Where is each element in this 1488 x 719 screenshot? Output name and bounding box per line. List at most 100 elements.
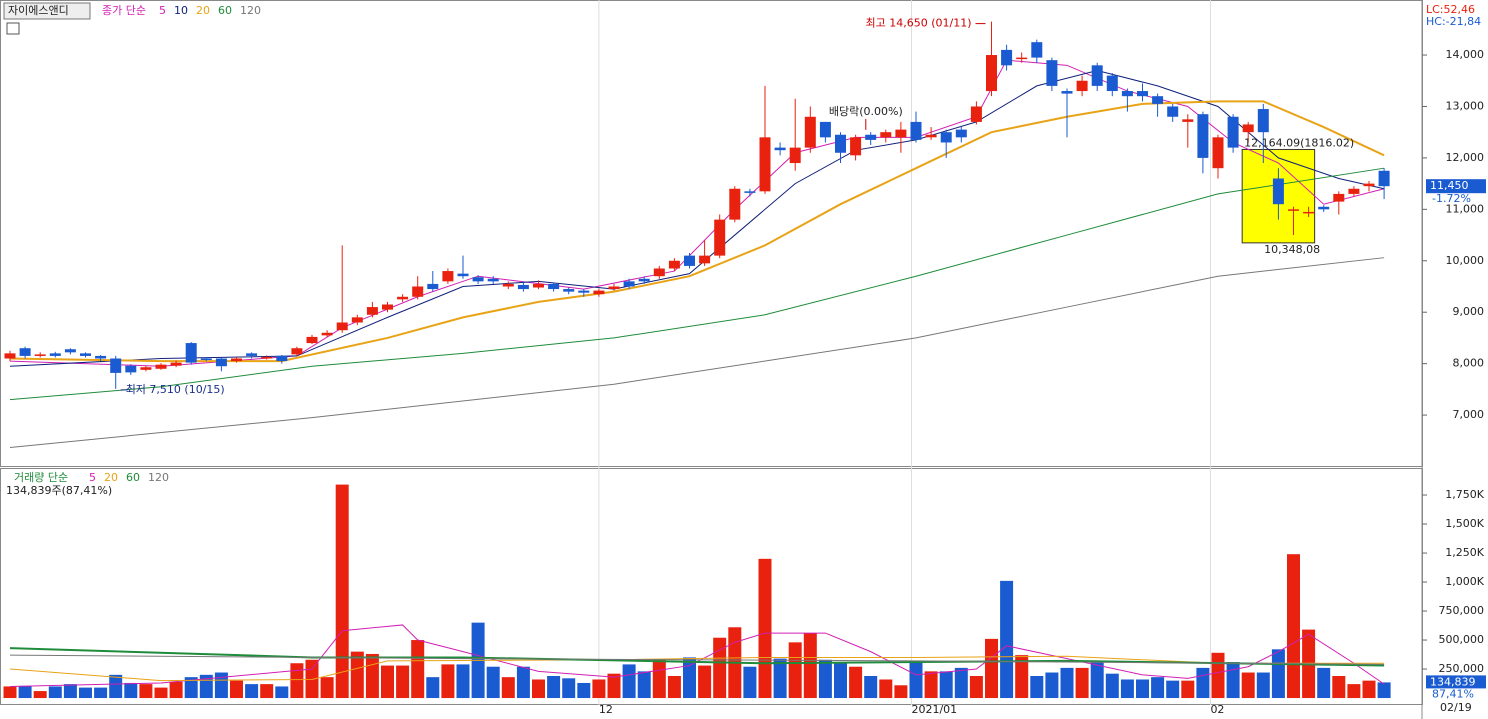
- candle-body: [1106, 75, 1118, 92]
- last-volume-box: [1426, 675, 1486, 689]
- candle-body: [1257, 109, 1269, 133]
- legend-entry: 120: [148, 471, 169, 484]
- volume-bar: [622, 664, 636, 699]
- candle-body: [382, 304, 393, 310]
- grid-icon[interactable]: [6, 22, 20, 35]
- y-tick-label: 8,000: [1453, 357, 1485, 370]
- volume-bar: [1362, 680, 1376, 699]
- volume-bar: [607, 673, 621, 699]
- y-tick-label: 14,000: [1446, 48, 1485, 61]
- last-price: 11,450: [1430, 179, 1469, 192]
- candle-body: [1363, 183, 1375, 187]
- y-tick-label: 1,000K: [1445, 575, 1484, 588]
- candle-body: [64, 349, 76, 353]
- volume-bar: [486, 666, 500, 699]
- volume-bar: [698, 665, 712, 699]
- volume-bar: [532, 679, 545, 699]
- volume-bar: [849, 666, 863, 699]
- volume-bar: [818, 659, 832, 699]
- candle-body: [1333, 193, 1345, 202]
- candle-body: [819, 121, 831, 138]
- volume-bar: [320, 677, 334, 699]
- candle-body: [1016, 57, 1028, 60]
- volume-bar: [879, 679, 893, 699]
- volume-bar: [109, 674, 123, 699]
- volume-bar: [154, 687, 168, 699]
- candle-body: [1318, 206, 1330, 210]
- candle-body: [910, 121, 922, 140]
- annotation: 최저 7,510 (10/15): [126, 383, 225, 396]
- candle-body: [744, 191, 756, 193]
- candle-body: [804, 116, 816, 148]
- volume-bar: [743, 666, 757, 699]
- candle-body: [774, 147, 786, 151]
- volume-bar: [1166, 680, 1180, 699]
- volume-bar: [290, 663, 304, 699]
- y-tick-label: 10,000: [1446, 254, 1485, 267]
- annotation: 배당락(0.00%): [829, 105, 903, 118]
- volume-bar: [547, 675, 561, 699]
- candle-body: [1137, 91, 1148, 97]
- volume-bar: [1317, 667, 1331, 699]
- candle-body: [1288, 209, 1299, 211]
- candle-body: [593, 290, 605, 295]
- volume-bar: [139, 684, 153, 699]
- volume-bar: [260, 684, 274, 699]
- candle-body: [699, 255, 711, 264]
- volume-bar: [713, 637, 727, 699]
- volume-bar: [1271, 649, 1285, 699]
- volume-bar: [683, 657, 696, 699]
- volume-bar: [1241, 672, 1255, 699]
- candle-body: [835, 134, 846, 153]
- stock-name-box[interactable]: [3, 2, 91, 20]
- ma-line: [9, 647, 1385, 667]
- candle-body: [714, 219, 726, 256]
- candle-body: [668, 260, 680, 269]
- candle-body: [759, 137, 771, 192]
- ma-line: [9, 655, 1385, 682]
- candle-body: [1001, 49, 1013, 66]
- legend-entry: 60: [126, 471, 140, 484]
- volume-ratio: 87,41%: [1432, 687, 1474, 700]
- volume-bar: [1136, 679, 1149, 699]
- volume-bar: [305, 659, 319, 699]
- x-tick-label: 02: [1210, 703, 1224, 716]
- volume-bar: [33, 691, 47, 699]
- candle-body: [34, 354, 46, 356]
- candle-body: [336, 322, 348, 331]
- y-tick-label: 11,000: [1446, 202, 1485, 215]
- ma-line: [9, 624, 1385, 687]
- ma-line: [9, 654, 1385, 665]
- y-tick-label: 500,000: [1439, 633, 1485, 646]
- volume-bar: [501, 677, 515, 699]
- volume-bar: [230, 680, 243, 699]
- candle-body: [1227, 116, 1239, 148]
- candle-body: [684, 255, 695, 266]
- y-tick-label: 13,000: [1446, 99, 1485, 112]
- volume-bar: [275, 686, 289, 699]
- legend-entry: 5: [89, 471, 96, 484]
- last-date: 02/19: [1440, 701, 1472, 714]
- candle-body: [548, 283, 560, 290]
- last-volume: 134,839: [1430, 675, 1476, 688]
- volume-bar: [245, 684, 259, 699]
- candle-body: [19, 348, 31, 356]
- candle-body: [412, 286, 424, 297]
- legend-entry: 60: [218, 4, 232, 17]
- candle-body: [850, 137, 862, 156]
- candle-body: [1031, 42, 1043, 58]
- candle-body: [291, 348, 303, 355]
- volume-bar: [1015, 655, 1029, 699]
- volume-bar: [79, 687, 92, 699]
- candle-body: [1197, 114, 1209, 158]
- y-tick-label: 7,000: [1453, 408, 1485, 421]
- volume-bar: [924, 671, 938, 699]
- range-high-label: 12,164.09(1816.02): [1244, 136, 1354, 149]
- candle-body: [1046, 60, 1058, 86]
- volume-bar: [1347, 684, 1361, 699]
- volume-bar: [667, 675, 681, 699]
- candle-body: [80, 353, 91, 356]
- candle-body: [895, 129, 907, 138]
- stock-name[interactable]: 자이에스앤디: [8, 4, 69, 17]
